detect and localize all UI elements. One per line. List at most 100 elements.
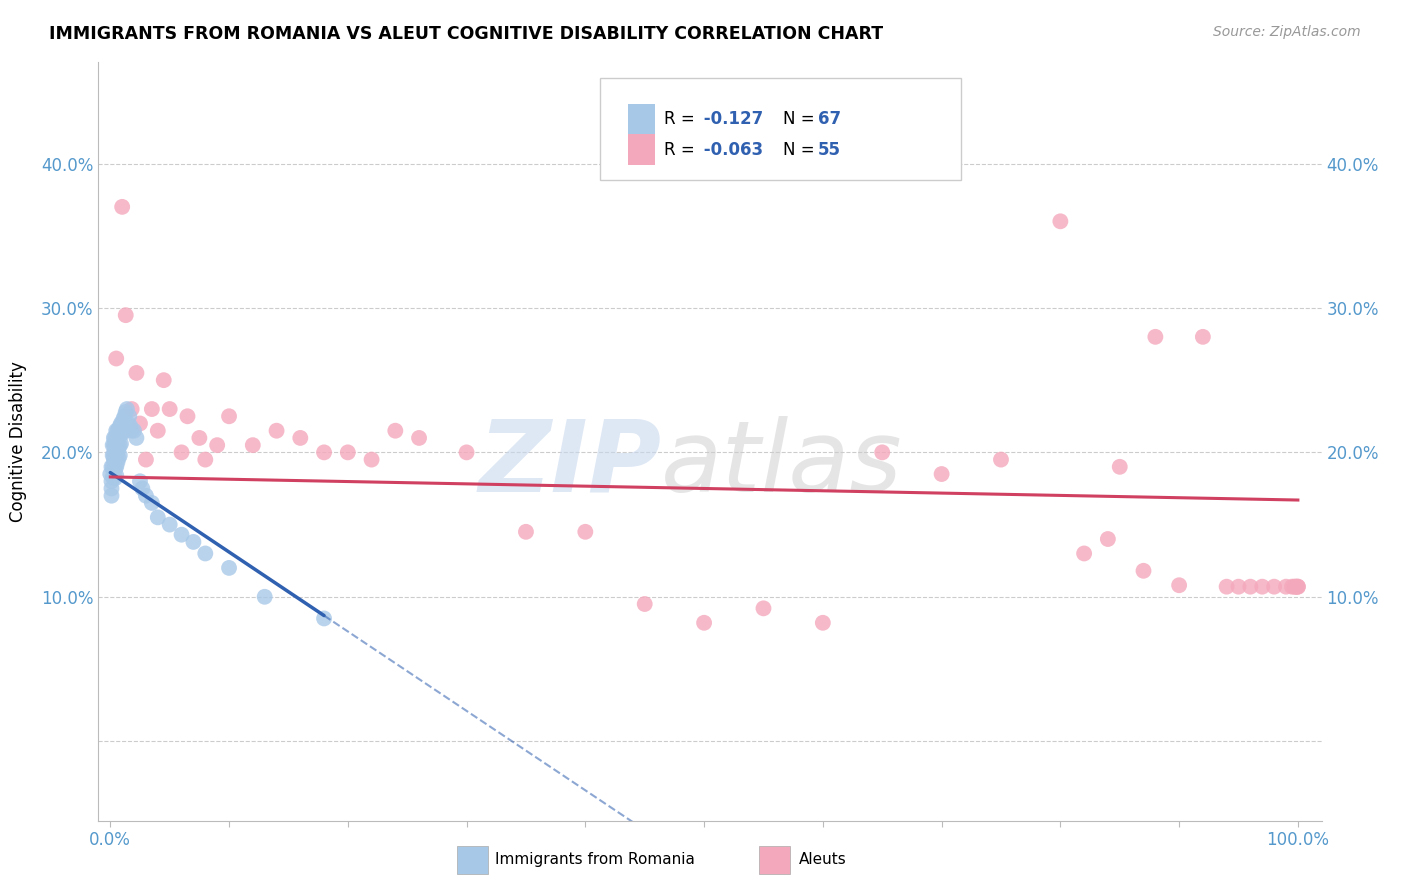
Point (1239, 580, 1261, 594)
Point (1284, 580, 1306, 594)
Point (107, 424, 129, 438)
Point (218, 409, 240, 424)
Point (1108, 459, 1130, 474)
Point (100, 489, 122, 503)
Point (104, 445, 127, 459)
Point (312, 611, 335, 625)
Text: R =: R = (664, 111, 695, 128)
Point (117, 417, 139, 431)
Y-axis label: Cognitive Disability: Cognitive Disability (10, 361, 27, 522)
Point (1097, 532, 1119, 546)
Point (115, 402, 138, 417)
Point (253, 590, 276, 604)
Text: N =: N = (783, 111, 815, 128)
Point (107, 451, 129, 466)
Point (104, 438, 127, 452)
Point (105, 451, 128, 466)
Text: Source: ZipAtlas.com: Source: ZipAtlas.com (1213, 25, 1361, 39)
Point (811, 615, 834, 630)
Point (194, 546, 217, 560)
Point (1285, 580, 1308, 594)
Point (118, 409, 141, 424)
Point (110, 417, 132, 431)
Point (242, 438, 264, 452)
Text: Aleuts: Aleuts (799, 853, 846, 867)
Point (1275, 580, 1298, 594)
Point (125, 431, 148, 445)
Point (111, 426, 134, 441)
Point (146, 424, 169, 438)
Point (634, 597, 657, 611)
Point (100, 475, 122, 489)
Point (108, 428, 131, 442)
Point (101, 459, 124, 474)
Point (384, 424, 406, 438)
Point (100, 459, 122, 474)
FancyBboxPatch shape (600, 78, 960, 180)
Point (107, 455, 129, 469)
Point (170, 527, 193, 541)
Point (121, 424, 143, 438)
Point (105, 424, 128, 438)
Point (103, 463, 125, 477)
Point (194, 452, 217, 467)
Point (146, 510, 169, 524)
Point (1286, 580, 1309, 594)
Text: IMMIGRANTS FROM ROMANIA VS ALEUT COGNITIVE DISABILITY CORRELATION CHART: IMMIGRANTS FROM ROMANIA VS ALEUT COGNITI… (49, 25, 883, 43)
Point (107, 431, 129, 445)
Point (159, 402, 181, 417)
Point (111, 417, 134, 431)
Point (103, 452, 125, 467)
Text: Immigrants from Romania: Immigrants from Romania (495, 853, 695, 867)
Point (120, 419, 142, 434)
Point (122, 424, 145, 438)
Point (131, 482, 153, 496)
Point (266, 424, 288, 438)
Text: 55: 55 (818, 141, 841, 159)
Point (290, 431, 312, 445)
Point (105, 434, 128, 448)
Point (159, 517, 181, 532)
Bar (628, 135, 655, 165)
Text: N =: N = (783, 141, 815, 159)
Point (152, 373, 174, 387)
Point (218, 561, 240, 575)
Point (176, 409, 198, 424)
Point (101, 448, 124, 462)
Point (103, 431, 125, 445)
Point (103, 448, 125, 462)
Point (107, 424, 129, 438)
Point (1284, 580, 1306, 594)
Point (1144, 330, 1167, 344)
Point (135, 452, 157, 467)
Text: -0.063: -0.063 (697, 141, 763, 159)
Point (103, 438, 125, 452)
Point (108, 448, 131, 462)
Point (456, 445, 478, 459)
Point (105, 351, 128, 366)
Point (188, 431, 211, 445)
Point (112, 412, 135, 426)
Point (1263, 580, 1285, 594)
Text: -0.127: -0.127 (697, 111, 763, 128)
Point (105, 468, 128, 483)
Point (1251, 580, 1274, 594)
Point (98, 467, 121, 481)
Point (1073, 546, 1095, 560)
Point (114, 419, 136, 434)
Point (111, 200, 134, 214)
Point (693, 615, 716, 630)
Point (1215, 580, 1237, 594)
Point (336, 445, 359, 459)
Point (1049, 214, 1071, 228)
Point (114, 405, 136, 419)
Point (101, 470, 124, 484)
Text: R =: R = (664, 141, 695, 159)
Point (1168, 578, 1191, 592)
Point (108, 438, 131, 452)
Point (112, 424, 135, 438)
Point (574, 524, 596, 539)
Point (408, 431, 430, 445)
Point (105, 442, 128, 457)
Point (360, 452, 382, 467)
